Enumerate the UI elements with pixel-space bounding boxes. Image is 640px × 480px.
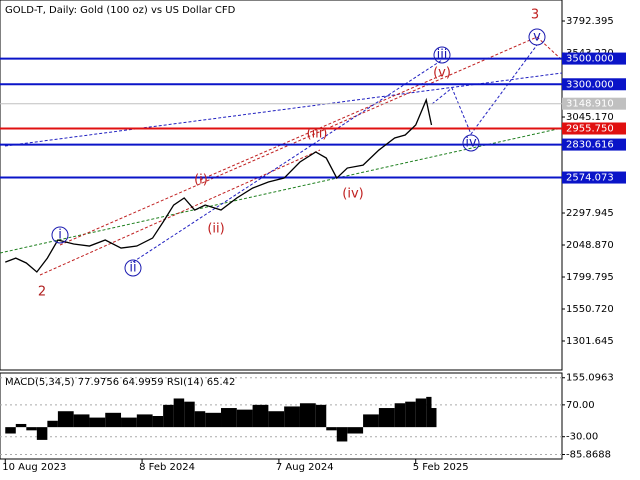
x-tick-label: 8 Feb 2024 <box>139 462 195 473</box>
histogram-bar <box>415 398 427 428</box>
histogram-bar <box>173 398 185 428</box>
trendline <box>0 127 563 254</box>
histogram-bar <box>194 411 206 428</box>
histogram-bar <box>378 408 395 428</box>
wave-label: ii <box>129 261 136 276</box>
histogram-bar <box>15 423 27 428</box>
level-label: 2955.750 <box>566 124 614 135</box>
wave-label: iii <box>437 48 448 63</box>
wave-label: (iv) <box>342 187 363 202</box>
histogram-bar <box>315 404 327 428</box>
wave-circle <box>462 134 480 152</box>
wave-label: 2 <box>38 285 46 300</box>
histogram-bar <box>105 412 122 428</box>
level-label: 3500.000 <box>566 54 614 65</box>
y-tick-label: -85.8688 <box>566 449 611 460</box>
histogram-bar <box>136 414 153 428</box>
trendline <box>199 74 443 181</box>
wave-circle <box>124 259 142 277</box>
level-box <box>562 97 626 110</box>
wave-label: iv <box>465 136 477 151</box>
level-label: 2830.616 <box>566 140 614 151</box>
y-tick-label: 3792.395 <box>566 16 614 27</box>
price-line <box>5 97 433 273</box>
level-box <box>562 171 626 184</box>
chart-title: GOLD-T, Daily: Gold (100 oz) vs US Dolla… <box>5 5 236 16</box>
histogram-bar <box>363 414 379 428</box>
wave-circle <box>433 46 451 64</box>
histogram-bar <box>47 420 58 428</box>
level-label: 3148.910 <box>566 99 614 110</box>
histogram-bar <box>205 412 222 428</box>
histogram-bar <box>394 403 406 428</box>
trendline <box>536 36 563 61</box>
wave-label: i <box>58 228 62 243</box>
price-frame <box>0 0 563 371</box>
histogram-bar <box>252 404 269 428</box>
trendlines <box>0 36 563 276</box>
trendline <box>4 72 563 147</box>
level-box <box>562 52 626 65</box>
histogram-bar <box>347 427 364 434</box>
histogram-bar <box>26 427 37 431</box>
indicator-frame <box>0 372 563 460</box>
histogram-bar <box>236 409 253 428</box>
trendline <box>39 149 321 276</box>
histogram-bar <box>152 416 164 428</box>
trendline <box>132 59 443 263</box>
histogram-bar <box>221 408 237 428</box>
wave-circle <box>528 28 546 46</box>
histogram-bar <box>36 427 48 440</box>
y-tick-label: 1550.720 <box>566 304 614 315</box>
level-label: 2574.073 <box>566 173 614 184</box>
y-tick-label: 1301.645 <box>566 336 614 347</box>
y-tick-label: 2297.945 <box>566 208 614 219</box>
y-tick-label: -30.00 <box>566 432 598 443</box>
wave-label: (i) <box>194 173 208 188</box>
level-box <box>562 138 626 151</box>
level-box <box>562 122 626 135</box>
indicator-title: MACD(5,34,5) 77.9756 64.9959 RSI(14) 65.… <box>5 377 235 388</box>
wave-circle <box>51 226 69 244</box>
x-tick-label: 5 Feb 2025 <box>413 462 469 473</box>
x-tick-label: 7 Aug 2024 <box>276 462 334 473</box>
y-tick-label: 70.00 <box>566 400 595 411</box>
y-tick-label: 2048.870 <box>566 240 614 251</box>
wave-label: v <box>533 30 541 45</box>
histogram-bar <box>73 414 90 428</box>
trendline <box>59 36 538 246</box>
wave-label: (ii) <box>207 222 224 237</box>
histogram-bar <box>284 406 300 428</box>
wave-label: (iii) <box>307 127 328 142</box>
wave-label: (v) <box>433 66 451 81</box>
y-tick-label: 1799.795 <box>566 272 614 283</box>
histogram-bar <box>326 427 337 431</box>
y-tick-label: 155.0963 <box>566 373 614 384</box>
histogram-bar <box>184 401 195 428</box>
wave-label: 3 <box>531 8 539 23</box>
level-box <box>562 78 626 91</box>
histogram-bar <box>431 408 437 428</box>
level-label: 3300.000 <box>566 79 614 90</box>
projection <box>431 44 538 136</box>
histogram-bar <box>336 427 348 442</box>
histogram-bar <box>163 404 174 428</box>
histogram-bar <box>299 403 316 428</box>
x-tick-label: 10 Aug 2023 <box>2 462 66 473</box>
histogram-bar <box>268 411 285 428</box>
histogram-bar <box>405 401 416 428</box>
histogram-bar <box>57 411 74 428</box>
histogram-bar <box>121 417 137 428</box>
histogram-bar <box>5 427 16 434</box>
y-tick-label: 3045.170 <box>566 112 614 123</box>
histogram-bar <box>89 417 106 428</box>
histogram-bar <box>426 396 432 428</box>
